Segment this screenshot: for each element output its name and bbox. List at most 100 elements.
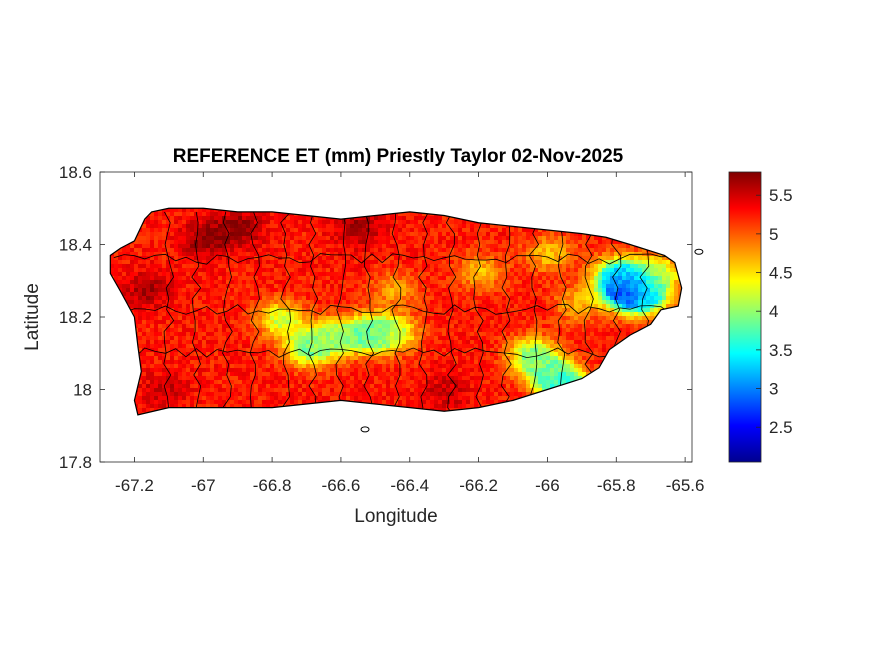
et-cell [230, 288, 235, 293]
et-cell [210, 264, 215, 269]
et-cell [410, 308, 415, 313]
et-cell [434, 308, 439, 313]
et-cell [438, 376, 443, 381]
et-cell [386, 224, 391, 229]
et-cell [154, 352, 159, 357]
et-cell [342, 244, 347, 249]
et-cell [210, 228, 215, 233]
et-cell [362, 392, 367, 397]
et-cell [426, 280, 431, 285]
et-cell [330, 384, 335, 389]
et-cell [358, 396, 363, 401]
et-cell [386, 388, 391, 393]
et-cell [290, 248, 295, 253]
et-cell [402, 228, 407, 233]
et-cell [462, 404, 467, 409]
et-cell [290, 276, 295, 281]
et-cell [246, 268, 251, 273]
et-cell [170, 236, 175, 241]
et-cell [290, 308, 295, 313]
et-cell [438, 336, 443, 341]
et-cell [226, 272, 231, 277]
et-cell [386, 364, 391, 369]
et-cell [434, 352, 439, 357]
et-cell [174, 224, 179, 229]
et-cell [274, 368, 279, 373]
et-cell [190, 320, 195, 325]
et-cell [166, 268, 171, 273]
et-cell [258, 292, 263, 297]
et-cell [306, 316, 311, 321]
et-cell [346, 352, 351, 357]
et-cell [382, 356, 387, 361]
et-cell [238, 324, 243, 329]
et-cell [142, 384, 147, 389]
et-cell [378, 244, 383, 249]
et-cell [238, 376, 243, 381]
et-cell [394, 344, 399, 349]
et-cell [194, 300, 199, 305]
et-cell [310, 356, 315, 361]
et-cell [298, 352, 303, 357]
et-cell [334, 300, 339, 305]
chart-title: REFERENCE ET (mm) Priestly Taylor 02-Nov… [173, 146, 624, 167]
et-cell [394, 236, 399, 241]
et-cell [194, 388, 199, 393]
et-cell [182, 356, 187, 361]
et-cell [242, 336, 247, 341]
et-cell [270, 320, 275, 325]
et-cell [366, 236, 371, 241]
et-cell [370, 344, 375, 349]
et-cell [270, 380, 275, 385]
et-cell [330, 276, 335, 281]
et-cell [346, 360, 351, 365]
et-cell [242, 312, 247, 317]
et-cell [146, 392, 151, 397]
et-cell [214, 256, 219, 261]
et-cell [150, 356, 155, 361]
et-cell [154, 252, 159, 257]
et-cell [286, 264, 291, 269]
et-cell [398, 272, 403, 277]
et-cell [286, 372, 291, 377]
et-cell [298, 300, 303, 305]
et-cell [446, 368, 451, 373]
et-cell [270, 224, 275, 229]
et-cell [218, 400, 223, 405]
et-cell [330, 272, 335, 277]
et-cell [278, 260, 283, 265]
et-cell [458, 228, 463, 233]
et-cell [214, 216, 219, 221]
et-cell [430, 216, 435, 221]
et-cell [362, 236, 367, 241]
et-cell [138, 412, 143, 415]
et-cell [194, 252, 199, 257]
et-cell [350, 268, 355, 273]
et-cell [166, 244, 171, 249]
et-cell [362, 368, 367, 373]
et-cell [146, 364, 151, 369]
et-cell [182, 316, 187, 321]
et-cell [266, 356, 271, 361]
et-cell [374, 260, 379, 265]
et-cell [322, 288, 327, 293]
et-cell [258, 280, 263, 285]
et-cell [426, 324, 431, 329]
et-cell [262, 380, 267, 385]
et-cell [414, 236, 419, 241]
et-cell [218, 236, 223, 241]
et-cell [402, 392, 407, 397]
et-cell [338, 240, 343, 245]
et-cell [322, 224, 327, 229]
et-cell [310, 272, 315, 277]
et-cell [274, 400, 279, 405]
et-cell [318, 272, 323, 277]
et-cell [430, 392, 435, 397]
et-cell [346, 376, 351, 381]
et-cell [162, 328, 167, 333]
et-cell [294, 356, 299, 361]
et-cell [390, 332, 395, 337]
et-cell [302, 312, 307, 317]
et-cell [442, 328, 447, 333]
et-cell [158, 260, 163, 265]
